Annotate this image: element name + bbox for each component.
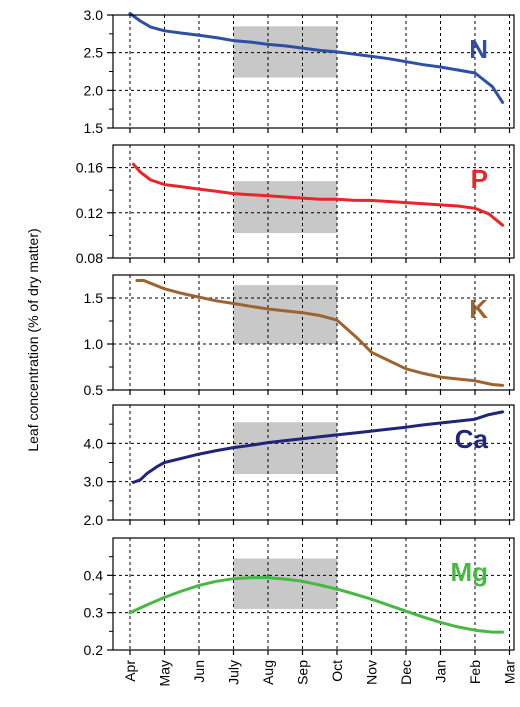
- element-label-ca: Ca: [455, 424, 489, 454]
- y-tick-label: 3.0: [84, 474, 104, 490]
- panel-frame: [112, 274, 515, 391]
- y-tick-label: 1.5: [84, 290, 104, 306]
- series-line-mg: [128, 576, 505, 634]
- x-tick-label-dec: Dec: [398, 660, 414, 685]
- x-tick-label-jan: Jan: [433, 660, 449, 683]
- series-line-p: [131, 162, 505, 227]
- y-tick-label: 0.5: [84, 382, 104, 398]
- series-line-ca: [131, 410, 505, 484]
- x-tick-label-may: May: [157, 660, 173, 686]
- y-tick-label: 0.4: [84, 567, 104, 583]
- x-tick-label-apr: Apr: [122, 660, 138, 682]
- optimum-range-box: [233, 26, 337, 78]
- y-tick-label: 0.2: [84, 642, 104, 658]
- optimum-range-box: [233, 422, 337, 474]
- optimum-range-box: [233, 558, 337, 609]
- panel-p: 0.08 0.12 0.16 P: [76, 144, 515, 266]
- optimum-range-box: [233, 181, 337, 234]
- panel-frame: [112, 144, 515, 259]
- x-tick-label-aug: Aug: [260, 660, 276, 685]
- element-label-k: K: [469, 294, 488, 324]
- y-tick-label: 0.12: [76, 205, 103, 221]
- y-tick-label: 3.0: [84, 7, 104, 23]
- y-tick-label: 2.0: [84, 512, 104, 528]
- y-axis-label: Leaf concentration (% of dry matter): [25, 228, 41, 451]
- x-tick-label-july: July: [226, 660, 242, 685]
- y-tick-label: 2.0: [84, 82, 104, 98]
- panel-mg: 0.2 0.3 0.4 Mg: [84, 537, 515, 658]
- x-tick-label-nov: Nov: [364, 660, 380, 685]
- panel-n: 1.5 2.0 2.5 3.0 N: [84, 7, 515, 136]
- y-tick-label: 0.08: [76, 250, 103, 266]
- series-line-n: [128, 12, 505, 104]
- y-tick-label: 1.0: [84, 336, 104, 352]
- y-tick-label: 0.3: [84, 605, 104, 621]
- x-tick-label-oct: Oct: [329, 660, 345, 682]
- y-tick-label: 1.5: [84, 120, 104, 136]
- element-label-p: P: [471, 164, 488, 194]
- y-tick-label: 0.16: [76, 160, 103, 176]
- panel-k: 0.5 1.0 1.5 K: [84, 274, 515, 398]
- element-label-mg: Mg: [450, 557, 488, 587]
- series-line-k: [135, 279, 505, 387]
- x-tick-label-feb: Feb: [467, 660, 483, 684]
- panel-ca: 2.0 3.0 4.0 Ca: [84, 404, 515, 528]
- x-tick-label-mar: Mar: [502, 660, 518, 684]
- x-tick-label-jun: Jun: [191, 660, 207, 683]
- y-tick-label: 4.0: [84, 435, 104, 451]
- x-tick-label-sep: Sep: [295, 660, 311, 685]
- element-label-n: N: [469, 34, 488, 64]
- y-tick-label: 2.5: [84, 45, 104, 61]
